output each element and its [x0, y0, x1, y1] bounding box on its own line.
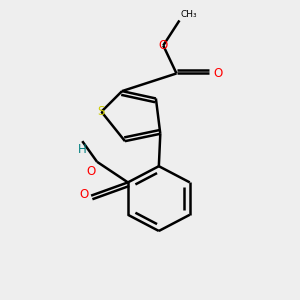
Text: O: O [86, 165, 95, 178]
Text: O: O [159, 39, 168, 52]
Text: S: S [98, 105, 105, 118]
Text: CH₃: CH₃ [181, 10, 197, 19]
Text: O: O [213, 67, 223, 80]
Text: H: H [78, 142, 87, 156]
Text: O: O [79, 188, 88, 201]
